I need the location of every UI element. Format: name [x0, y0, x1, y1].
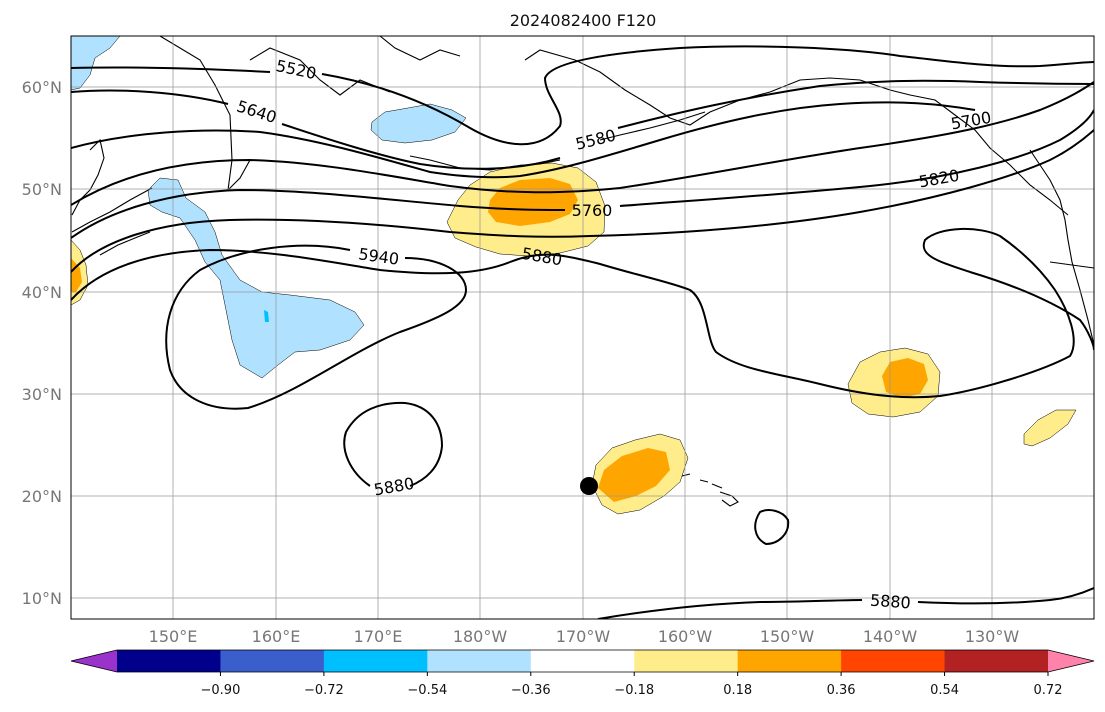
- coastline-baja: [1049, 261, 1094, 269]
- colorbar-tick-label: −0.90: [201, 683, 241, 698]
- lon-label-150e: 150°E: [149, 627, 198, 646]
- contour-5520: [71, 45, 1094, 146]
- colorbar-segment: [944, 650, 1049, 672]
- colorbar-segment: [220, 650, 325, 672]
- contour-5820: [71, 129, 1094, 273]
- colorbar-segment: [737, 650, 842, 672]
- coastline-chukotka: [379, 36, 461, 61]
- colorbar-segment: [530, 650, 635, 672]
- height-contours: [71, 45, 1094, 619]
- colorbar-segment: [634, 650, 739, 672]
- colorbar-tick-label: −0.72: [304, 683, 344, 698]
- colorbar-tick-label: −0.36: [511, 683, 551, 698]
- contour-label-5880-south: 5880: [869, 591, 911, 613]
- colorbar-extend-low: [71, 650, 117, 672]
- latitude-labels: 60°N 50°N 40°N 30°N 20°N 10°N: [22, 78, 62, 608]
- storm-position-marker: [580, 477, 598, 495]
- lat-label-50n: 50°N: [22, 180, 62, 199]
- colorbar-segment: [841, 650, 946, 672]
- lat-label-30n: 30°N: [22, 385, 62, 404]
- strong-anomaly-core-south: [598, 448, 670, 502]
- lon-label-180w: 180°W: [453, 627, 508, 646]
- positive-anomaly-area-far-east: [1023, 409, 1077, 447]
- colorbar-segment: [323, 650, 428, 672]
- contour-5580-lower: [71, 101, 976, 179]
- strong-negative-spot: [264, 310, 269, 322]
- contour-5880-closed-west: [343, 401, 444, 487]
- colorbar-extend-high: [1048, 650, 1094, 672]
- lon-label-170e: 170°E: [354, 627, 403, 646]
- negative-anomaly-area-nw: [71, 36, 121, 91]
- map-gridlines: [71, 36, 1094, 619]
- strong-anomaly-core-north: [488, 178, 578, 226]
- colorbar-tick-label: 0.36: [827, 683, 856, 698]
- lon-label-170w: 170°W: [556, 627, 611, 646]
- contour-5880-main: [71, 228, 1094, 399]
- lat-label-40n: 40°N: [22, 283, 62, 302]
- map-frame: [70, 35, 1095, 620]
- contour-5640: [71, 79, 1094, 170]
- contour-5760: [71, 109, 1094, 239]
- colorbar-tick-label: 0.18: [723, 683, 752, 698]
- contour-label-5760: 5760: [572, 201, 613, 220]
- contour-5880-closed-south: [754, 509, 790, 546]
- contour-5700: [71, 81, 1094, 206]
- contour-5940: [165, 244, 468, 410]
- colorbar: −0.90 −0.72 −0.54 −0.36 −0.18 0.18 0.36 0.54 0.7…: [70, 649, 1095, 698]
- colorbar-tick-label: 0.72: [1034, 683, 1063, 698]
- strong-anomaly-core-west-edge: [71, 258, 82, 292]
- colorbar-tick-label: 0.54: [930, 683, 959, 698]
- lat-label-20n: 20°N: [22, 487, 62, 506]
- coastline-kuril-japan: [71, 187, 153, 256]
- coastline-hawaii: [681, 473, 739, 507]
- lon-label-140w: 140°W: [863, 627, 918, 646]
- coastline-siberia: [159, 36, 391, 192]
- lat-label-10n: 10°N: [22, 589, 62, 608]
- lat-label-60n: 60°N: [22, 78, 62, 97]
- chart-title: 2024082400 F120: [510, 11, 657, 30]
- coastlines: [71, 36, 1094, 507]
- lon-label-130w: 130°W: [965, 627, 1020, 646]
- colorbar-tick-label: −0.18: [614, 683, 654, 698]
- longitude-labels: 150°E 160°E 170°E 180°W 170°W 160°W 150°…: [149, 627, 1020, 646]
- lon-label-160w: 160°W: [658, 627, 713, 646]
- contour-5880-south: [597, 587, 1094, 619]
- coastline-north-america: [1029, 149, 1094, 346]
- lon-label-160e: 160°E: [252, 627, 301, 646]
- lon-label-150w: 150°W: [760, 627, 815, 646]
- colorbar-tick-label: −0.54: [407, 683, 447, 698]
- strong-anomaly-core-east: [882, 358, 928, 398]
- colorbar-segment: [427, 650, 532, 672]
- colorbar-segment: [117, 650, 221, 672]
